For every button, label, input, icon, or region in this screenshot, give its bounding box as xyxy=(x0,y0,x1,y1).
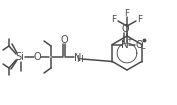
Text: N: N xyxy=(74,53,81,63)
Text: –: – xyxy=(141,44,145,53)
Text: O: O xyxy=(135,39,143,49)
Text: N: N xyxy=(121,39,129,49)
Text: O: O xyxy=(121,24,129,34)
Text: F: F xyxy=(137,14,142,24)
Text: +: + xyxy=(126,37,132,43)
Text: F: F xyxy=(112,14,117,24)
Text: H: H xyxy=(77,56,83,64)
Text: O: O xyxy=(33,52,41,62)
Text: O: O xyxy=(60,35,68,45)
Text: F: F xyxy=(124,9,130,18)
Text: Si: Si xyxy=(16,52,24,62)
